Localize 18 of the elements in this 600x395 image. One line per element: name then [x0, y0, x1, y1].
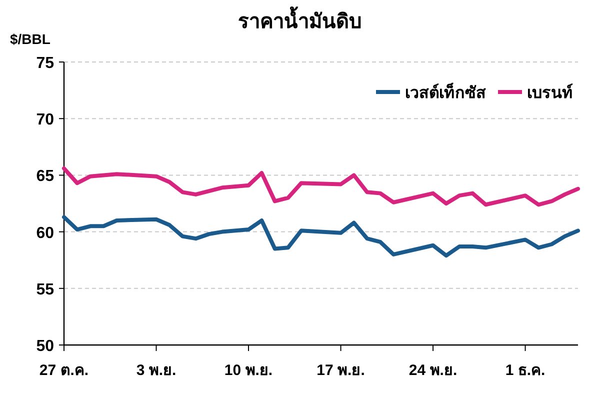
x-tick-label: 27 ต.ค.	[39, 362, 89, 379]
x-tick-label: 3 พ.ย.	[136, 362, 176, 379]
y-tick-label: 50	[36, 338, 54, 355]
legend-label: เบรนท์	[527, 83, 573, 102]
x-tick-label: 24 พ.ย.	[408, 362, 458, 379]
y-tick-label: 70	[36, 112, 54, 129]
line-series	[62, 166, 580, 207]
y-tick-label: 75	[36, 55, 54, 72]
x-tick-label: 17 พ.ย.	[316, 362, 365, 379]
line-series	[62, 215, 580, 258]
x-tick-label: 1 ธ.ค.	[505, 362, 546, 379]
chart-title: ราคาน้ำมันดิบ	[238, 6, 362, 33]
legend-label: เวสต์เท็กซัส	[405, 81, 486, 102]
y-tick-label: 65	[36, 168, 54, 186]
y-axis-title: $/BBL	[10, 31, 51, 47]
y-tick-label: 60	[36, 224, 54, 242]
x-tick-label: 10 พ.ย.	[224, 362, 273, 379]
y-tick-label: 55	[36, 281, 54, 298]
